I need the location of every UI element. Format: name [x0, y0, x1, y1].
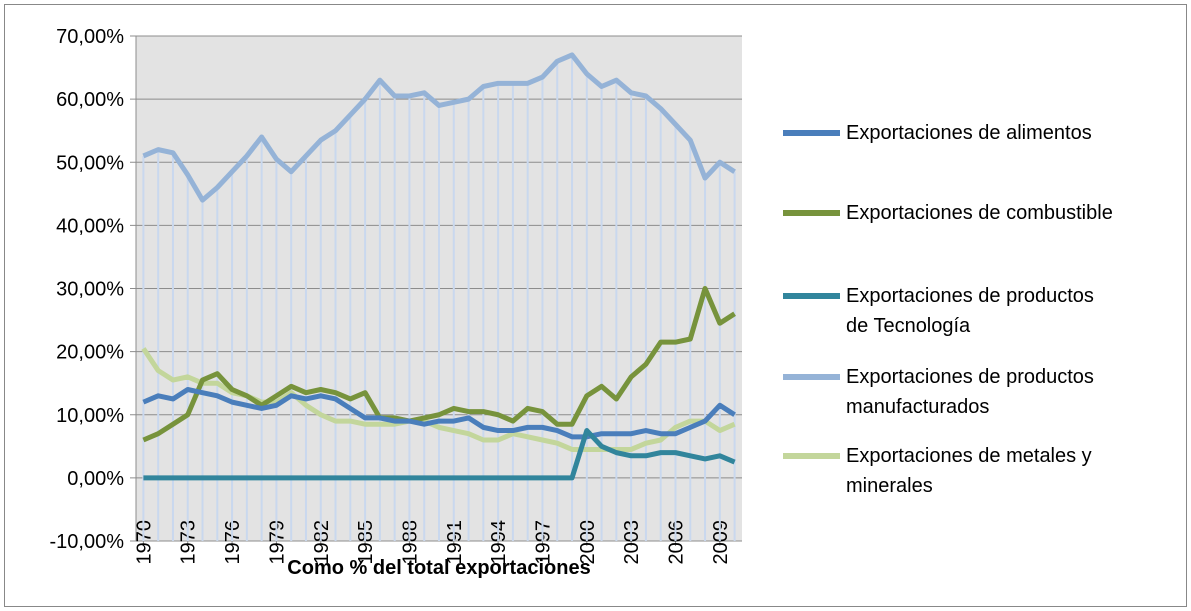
x-tick-label: 1976 — [222, 520, 244, 565]
x-tick-label: 2000 — [577, 520, 599, 565]
y-tick-label: 40,00% — [56, 215, 124, 237]
x-tick-label: 1979 — [266, 520, 288, 565]
x-tick-label: 1997 — [532, 520, 554, 565]
x-tick-label: 1985 — [355, 520, 377, 565]
y-tick-label: -10,00% — [50, 531, 125, 553]
series-line — [142, 387, 736, 440]
series-line — [142, 286, 736, 443]
x-axis-title: Como % del total exportaciones — [287, 557, 590, 579]
x-tick-label: 1973 — [178, 520, 200, 565]
y-tick-label: 60,00% — [56, 89, 124, 111]
y-tick-label: 70,00% — [56, 26, 124, 48]
x-tick-label: 1991 — [444, 520, 466, 565]
y-tick-label: 10,00% — [56, 405, 124, 427]
y-tick-label: 30,00% — [56, 279, 124, 301]
legend-label: Exportaciones de metales y minerales — [846, 445, 1092, 497]
y-tick-label: 20,00% — [56, 342, 124, 364]
y-tick-label: 0,00% — [67, 468, 124, 490]
legend-label: Exportaciones de combustible — [846, 202, 1113, 224]
x-tick-label: 2009 — [710, 520, 732, 565]
y-tick-label: 50,00% — [56, 152, 124, 174]
x-tick-label: 2006 — [665, 520, 687, 565]
series-line — [143, 428, 736, 481]
x-tick-label: 1994 — [488, 520, 510, 565]
series-line — [142, 52, 736, 203]
legend-label: Exportaciones de productos de Tecnología — [846, 285, 1094, 337]
x-tick-label: 1970 — [133, 520, 155, 565]
legend-label: Exportaciones de alimentos — [846, 122, 1092, 144]
x-tick-label: 1982 — [311, 520, 333, 565]
x-tick-label: 2003 — [621, 520, 643, 565]
x-tick-label: 1988 — [399, 520, 421, 565]
legend-label: Exportaciones de productos manufacturado… — [846, 366, 1094, 418]
